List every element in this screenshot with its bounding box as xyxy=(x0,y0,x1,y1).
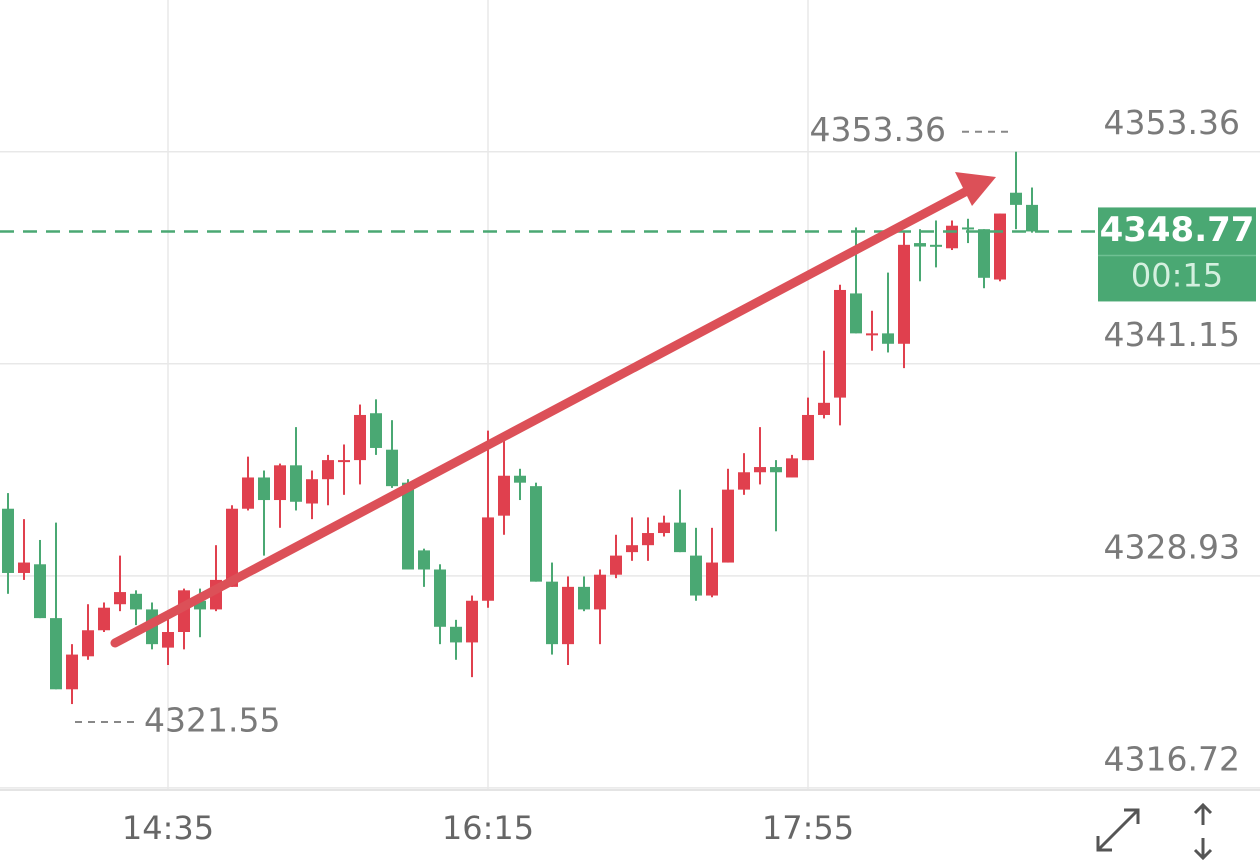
candles xyxy=(2,151,1038,705)
candle-body xyxy=(306,479,318,504)
candle-body xyxy=(226,508,238,587)
candle-body xyxy=(866,333,878,336)
y-tick-label: 4328.93 xyxy=(1104,527,1240,566)
candle-body xyxy=(690,555,702,596)
candle-body xyxy=(66,654,78,690)
candle-body xyxy=(962,227,974,230)
candle-body xyxy=(514,475,526,483)
grid xyxy=(0,0,1260,790)
candle-body xyxy=(674,522,686,553)
overlay: 4353.36 4341.15 4328.93 4316.72 14:35 16:15 17… xyxy=(0,103,1256,847)
candle-body xyxy=(738,472,750,490)
y-tick-label: 4353.36 xyxy=(1104,103,1240,142)
candle-body xyxy=(98,607,110,631)
candle-body xyxy=(898,244,910,344)
candle-body xyxy=(258,477,270,501)
candle-body xyxy=(482,517,494,601)
y-tick-label: 4316.72 xyxy=(1104,739,1240,778)
candle-body xyxy=(818,402,830,415)
max-marker-label: 4353.36 xyxy=(810,110,946,149)
candle-body xyxy=(194,600,206,610)
candle-body xyxy=(914,243,926,247)
countdown-label: 00:15 xyxy=(1131,256,1223,294)
x-tick-label: 16:15 xyxy=(442,809,534,847)
candle-body xyxy=(162,632,174,648)
candle-body xyxy=(290,465,302,502)
candle-body xyxy=(978,229,990,278)
candle-body xyxy=(882,333,894,344)
min-marker-label: 4321.55 xyxy=(144,701,280,740)
candle-body xyxy=(1026,204,1038,232)
candle-body xyxy=(946,225,958,249)
last-price-label: 4348.77 xyxy=(1100,210,1255,250)
candle-body xyxy=(338,460,350,463)
candle-body xyxy=(834,289,846,398)
candle-body xyxy=(114,592,126,605)
candle-body xyxy=(930,244,942,247)
candle-body xyxy=(626,545,638,553)
candle-body xyxy=(418,550,430,570)
last-price-box xyxy=(1098,207,1256,302)
candle-body xyxy=(34,564,46,619)
candle-body xyxy=(658,522,670,534)
candle-body xyxy=(386,449,398,487)
candle-body xyxy=(354,414,366,461)
y-tick-label: 4341.15 xyxy=(1104,315,1240,354)
candle-body xyxy=(802,414,814,461)
candle-body xyxy=(642,533,654,546)
candle-body xyxy=(370,413,382,448)
candle-body xyxy=(18,562,30,573)
candle-body xyxy=(706,562,718,596)
candle-body xyxy=(450,626,462,643)
candle-body xyxy=(610,555,622,575)
candle-body xyxy=(578,586,590,610)
candle-body xyxy=(722,489,734,563)
candle-body xyxy=(546,581,558,645)
candle-body xyxy=(786,458,798,478)
candle-body xyxy=(498,475,510,516)
candle-body xyxy=(850,293,862,334)
candle-body xyxy=(242,477,254,509)
x-tick-label: 17:55 xyxy=(762,809,854,847)
candle-body xyxy=(594,574,606,610)
candle-body xyxy=(2,508,14,573)
candle-body xyxy=(50,618,62,690)
candle-body xyxy=(562,586,574,645)
candle-body xyxy=(402,482,414,570)
candle-body xyxy=(994,213,1006,280)
fullscreen-icon[interactable] xyxy=(1096,808,1140,852)
candle-body xyxy=(434,569,446,627)
candle-body xyxy=(466,600,478,643)
candle-body xyxy=(274,465,286,501)
trend-arrow xyxy=(110,172,996,648)
candle-body xyxy=(770,467,782,473)
candle-body xyxy=(322,460,334,480)
candle-body xyxy=(130,593,142,610)
candle-body xyxy=(530,486,542,582)
scale-icon[interactable] xyxy=(1193,802,1213,861)
candle-body xyxy=(1010,192,1022,205)
x-tick-label: 14:35 xyxy=(122,809,214,847)
candle-body xyxy=(754,467,766,473)
candle-body xyxy=(82,630,94,657)
